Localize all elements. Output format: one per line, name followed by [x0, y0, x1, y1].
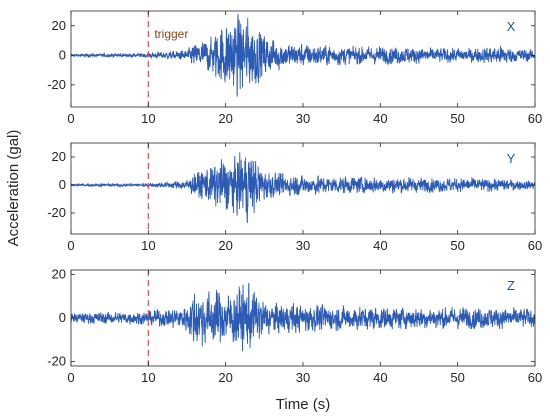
waveform-trace — [70, 152, 536, 224]
x-tick-label: 30 — [296, 111, 310, 126]
x-tick-label: 10 — [141, 370, 155, 385]
y-tick-label: 0 — [59, 177, 66, 192]
x-tick-label: 10 — [141, 238, 155, 253]
x-tick-label: 50 — [450, 238, 464, 253]
x-tick-label: 60 — [528, 111, 542, 126]
x-tick-label: 40 — [373, 370, 387, 385]
component-label: Z — [507, 278, 515, 293]
x-tick-label: 20 — [218, 238, 232, 253]
waveform-trace — [70, 13, 536, 97]
y-tick-label: 0 — [59, 310, 66, 325]
component-label: Y — [507, 151, 516, 166]
y-axis-title: Acceleration (gal) — [5, 130, 22, 247]
y-tick-label: 20 — [52, 149, 66, 164]
x-tick-label: 0 — [67, 370, 74, 385]
x-tick-label: 20 — [218, 111, 232, 126]
y-tick-label: 20 — [52, 266, 66, 281]
component-label: X — [507, 19, 516, 34]
y-tick-label: 0 — [59, 47, 66, 62]
x-tick-label: 30 — [296, 238, 310, 253]
x-axis-title: Time (s) — [276, 396, 330, 413]
x-tick-label: 60 — [528, 370, 542, 385]
y-tick-label: -20 — [47, 354, 66, 369]
x-tick-label: 10 — [141, 111, 155, 126]
x-tick-label: 20 — [218, 370, 232, 385]
x-tick-label: 50 — [450, 111, 464, 126]
y-tick-label: -20 — [47, 205, 66, 220]
y-tick-label: 20 — [52, 18, 66, 33]
trigger-label: trigger — [154, 27, 188, 41]
x-tick-label: 0 — [67, 111, 74, 126]
x-tick-label: 0 — [67, 238, 74, 253]
x-tick-label: 40 — [373, 238, 387, 253]
x-tick-label: 40 — [373, 111, 387, 126]
waveform-trace — [70, 282, 536, 352]
y-tick-label: -20 — [47, 77, 66, 92]
x-tick-label: 50 — [450, 370, 464, 385]
x-tick-label: 30 — [296, 370, 310, 385]
panel-y: 0 10 20 30 40 50 60 -20 0 20 Y — [47, 142, 542, 253]
x-tick-label: 60 — [528, 238, 542, 253]
